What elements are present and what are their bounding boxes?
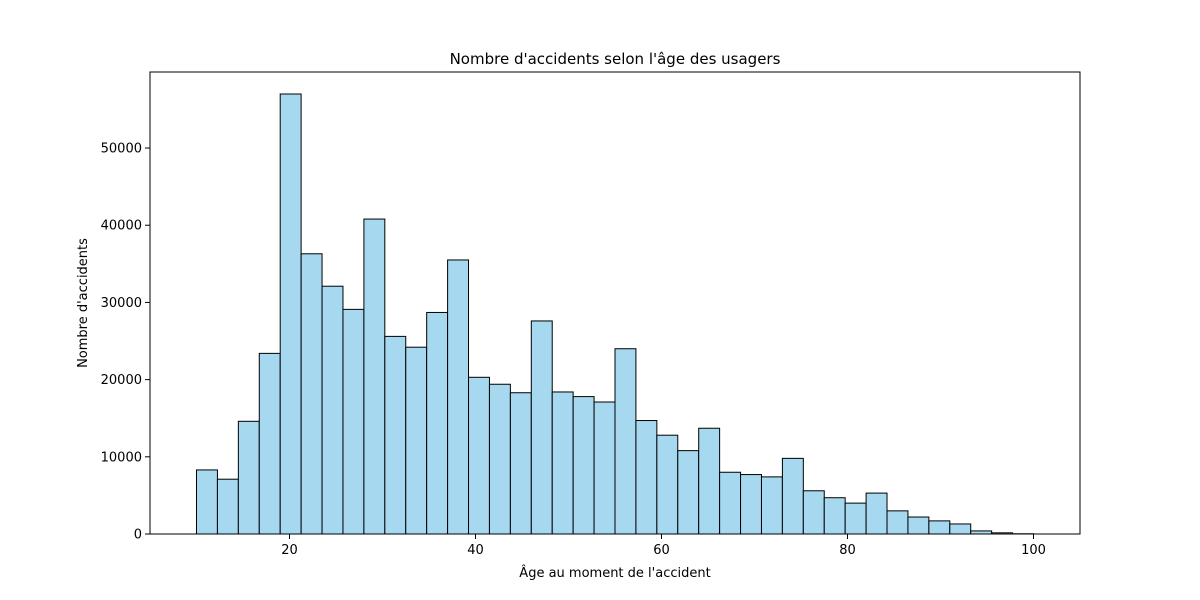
bars-group: [196, 93, 1035, 535]
histogram-bar: [719, 471, 742, 535]
y-tick-label: 50000: [101, 142, 142, 157]
histogram-bar: [530, 320, 553, 535]
y-tick-label: 40000: [101, 219, 142, 234]
x-tick-label: 20: [281, 543, 298, 558]
histogram-bar: [949, 523, 972, 535]
histogram-bar: [363, 218, 386, 535]
histogram-bar: [447, 259, 470, 535]
y-axis-title: Nombre d'accidents: [76, 238, 91, 368]
y-tick-label: 10000: [101, 450, 142, 465]
y-axis-ticks: 0 10000 20000 30000 40000 50000: [101, 142, 150, 543]
y-tick-label: 0: [134, 528, 142, 543]
histogram-bar: [781, 457, 804, 535]
histogram-bar: [677, 450, 700, 535]
histogram-bar: [258, 352, 281, 535]
histogram-bar: [300, 253, 323, 535]
histogram-bar: [656, 434, 679, 535]
x-tick-label: 40: [467, 543, 484, 558]
x-tick-label: 80: [839, 543, 856, 558]
x-tick-label: 100: [1021, 543, 1046, 558]
histogram-bar: [844, 502, 867, 535]
chart-title: Nombre d'accidents selon l'âge des usage…: [450, 50, 781, 68]
histogram-bar: [237, 420, 260, 535]
histogram-bar: [886, 510, 909, 535]
histogram-bar: [802, 490, 825, 535]
histogram-bar: [509, 392, 532, 535]
histogram-bar: [593, 401, 616, 535]
histogram-bar: [635, 420, 658, 535]
histogram-bar: [321, 285, 344, 535]
histogram-bar: [865, 492, 888, 535]
histogram-bar: [196, 469, 218, 535]
histogram-bar: [488, 383, 511, 535]
histogram-bar: [614, 348, 637, 535]
histogram-bar: [405, 346, 428, 535]
histogram-bar: [426, 311, 449, 535]
histogram-bar: [698, 427, 721, 535]
x-tick-label: 60: [653, 543, 670, 558]
histogram-bar: [928, 520, 951, 535]
x-axis-ticks: 20 40 60 80 100: [281, 534, 1046, 558]
plot-frame: [149, 71, 1081, 535]
histogram-bar: [551, 391, 574, 535]
histogram-bar: [342, 308, 365, 535]
y-tick-label: 30000: [101, 296, 142, 311]
histogram-bar: [384, 335, 407, 535]
histogram-bar: [216, 478, 239, 535]
histogram-bar: [907, 516, 930, 535]
histogram-bar: [279, 93, 302, 535]
histogram-bar: [740, 474, 762, 535]
histogram-bar: [823, 497, 846, 535]
histogram-bar: [572, 396, 595, 535]
histogram-bar: [760, 476, 783, 535]
x-axis-title: Âge au moment de l'accident: [519, 565, 710, 581]
y-tick-label: 20000: [101, 373, 142, 388]
histogram-bar: [468, 376, 490, 535]
